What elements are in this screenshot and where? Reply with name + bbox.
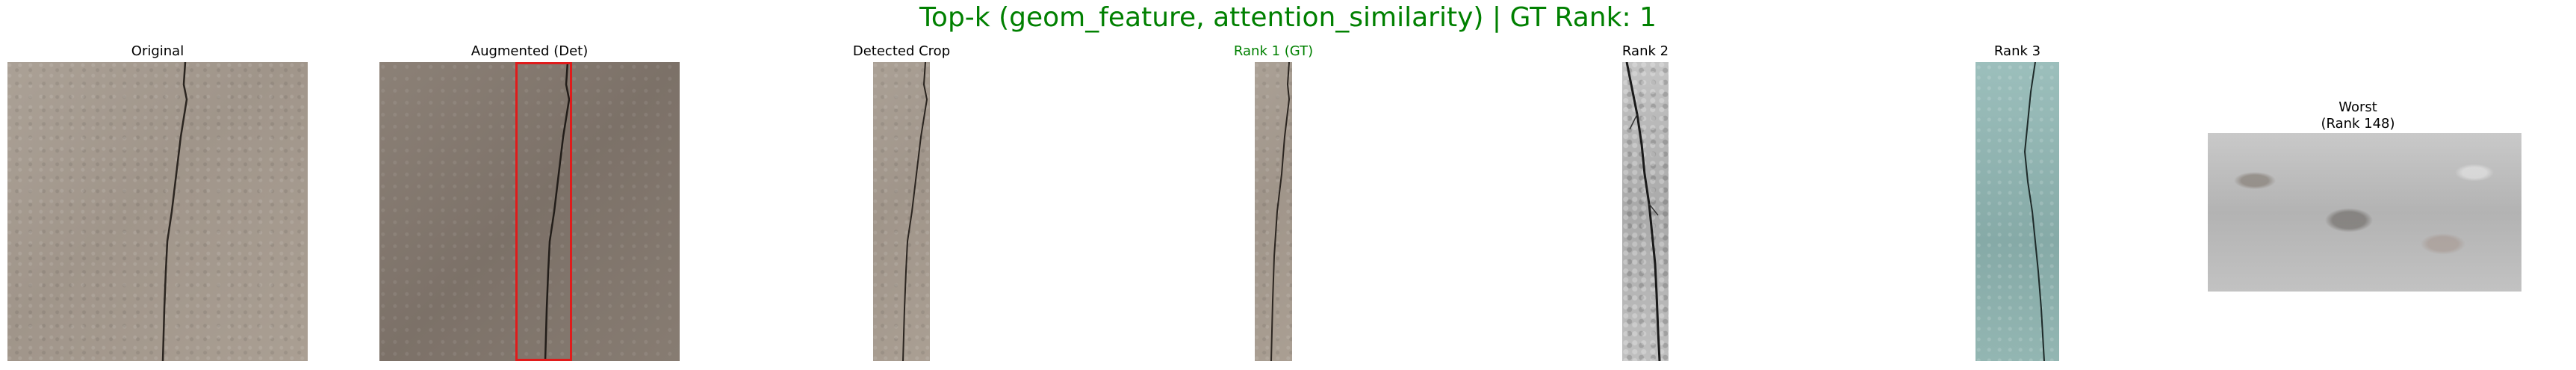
panel-title-augmented: Augmented (Det)	[471, 43, 589, 59]
panel-title-original: Original	[131, 43, 184, 59]
panel-title-worst-line2: (Rank 148)	[2321, 116, 2395, 132]
rank-2-image	[1622, 62, 1669, 361]
panel-title-worst-line1: Worst	[2338, 99, 2377, 115]
panel-title-detected-crop: Detected Crop	[852, 43, 951, 59]
worst-image	[2208, 133, 2521, 292]
figure-suptitle: Top-k (geom_feature, attention_similarit…	[919, 2, 1657, 33]
panel-title-rank-3: Rank 3	[1993, 43, 2041, 59]
detection-box	[515, 62, 572, 361]
detected-crop-image	[873, 62, 930, 361]
panel-title-rank-1: Rank 1 (GT)	[1233, 43, 1314, 59]
original-image	[7, 62, 308, 361]
panel-title-rank-2: Rank 2	[1621, 43, 1669, 59]
rank-3-image	[1976, 62, 2059, 361]
rank-1-image	[1255, 62, 1292, 361]
augmented-image	[379, 62, 680, 361]
panel-title-worst: Worst (Rank 148)	[2208, 99, 2508, 132]
